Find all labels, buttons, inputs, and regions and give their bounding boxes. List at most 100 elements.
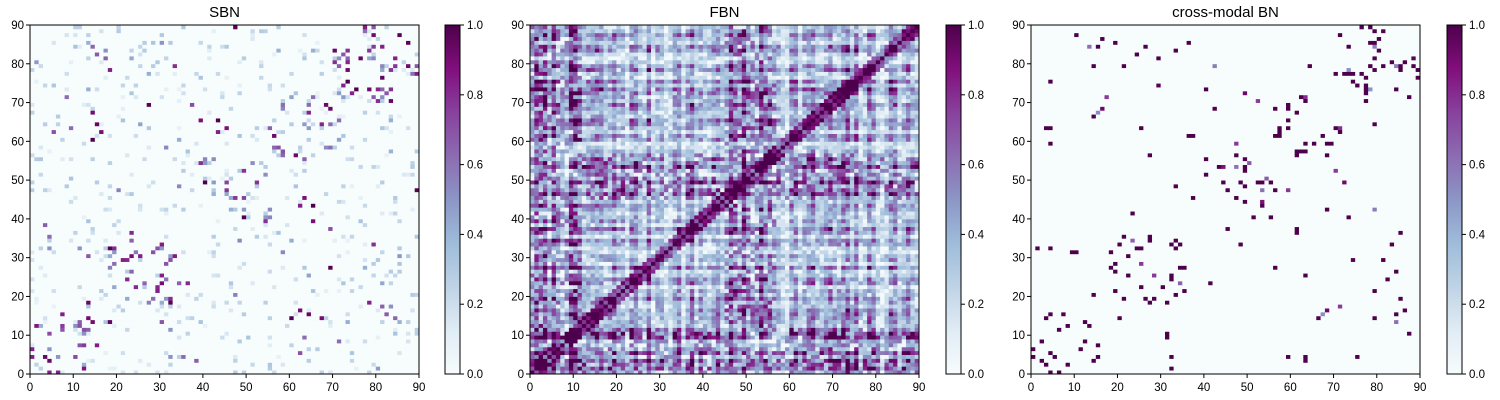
heatmap-cell bbox=[177, 285, 182, 289]
heatmap-cell bbox=[82, 320, 87, 324]
heatmap-cell bbox=[233, 351, 238, 355]
heatmap-cell bbox=[186, 265, 191, 269]
heatmap-cell bbox=[255, 172, 260, 176]
heatmap-cell bbox=[380, 324, 385, 328]
heatmap-cell bbox=[333, 207, 338, 211]
heatmap-cell bbox=[276, 262, 281, 266]
heatmap-cell bbox=[307, 188, 312, 192]
heatmap-cell bbox=[34, 265, 39, 269]
heatmap-cell bbox=[181, 192, 186, 196]
heatmap-cell bbox=[281, 196, 286, 200]
heatmap-cell bbox=[242, 293, 247, 297]
heatmap-cell bbox=[207, 358, 212, 362]
heatmap-cell bbox=[285, 176, 290, 180]
heatmap-cell bbox=[125, 192, 130, 196]
heatmap-cell bbox=[250, 320, 255, 324]
heatmap-cell bbox=[73, 196, 78, 200]
heatmap-cell bbox=[324, 200, 329, 204]
heatmap-cell bbox=[199, 234, 204, 238]
heatmap-cell bbox=[298, 203, 303, 207]
heatmap-cell bbox=[216, 343, 221, 347]
heatmap-cell bbox=[112, 358, 117, 362]
heatmap-cell bbox=[181, 265, 186, 269]
heatmap-cell bbox=[285, 168, 290, 172]
heatmap-cell bbox=[289, 343, 294, 347]
heatmap-cell bbox=[43, 308, 48, 312]
heatmap-cell bbox=[160, 300, 165, 304]
heatmap-cell bbox=[255, 277, 260, 281]
heatmap-cell bbox=[281, 231, 286, 235]
heatmap-cell bbox=[203, 207, 208, 211]
heatmap-cell bbox=[324, 215, 329, 219]
heatmap-cell bbox=[207, 304, 212, 308]
heatmap-cell bbox=[121, 335, 126, 339]
heatmap-cell bbox=[151, 211, 156, 215]
heatmap-cell bbox=[69, 215, 74, 219]
heatmap-cell bbox=[181, 362, 186, 366]
heatmap-cell bbox=[151, 366, 156, 370]
heatmap-cell bbox=[410, 285, 415, 289]
heatmap-cell bbox=[151, 304, 156, 308]
heatmap-cell bbox=[341, 316, 346, 320]
heatmap-cell bbox=[371, 168, 376, 172]
heatmap-cell bbox=[237, 200, 242, 204]
heatmap-cell bbox=[371, 258, 376, 262]
heatmap-cell bbox=[129, 176, 134, 180]
heatmap-cell bbox=[367, 351, 372, 355]
heatmap-cell bbox=[337, 242, 342, 246]
heatmap-cell bbox=[199, 312, 204, 316]
heatmap-cell bbox=[393, 223, 398, 227]
heatmap-cell bbox=[30, 238, 35, 242]
heatmap-cell bbox=[393, 207, 398, 211]
heatmap-cell bbox=[78, 320, 83, 324]
heatmap-cell bbox=[203, 343, 208, 347]
heatmap-cell bbox=[285, 207, 290, 211]
heatmap-cell bbox=[220, 289, 225, 293]
heatmap-cell bbox=[155, 293, 160, 297]
heatmap-cell bbox=[242, 273, 247, 277]
heatmap-cell bbox=[311, 300, 316, 304]
heatmap-cell bbox=[30, 316, 35, 320]
heatmap-cell bbox=[30, 176, 35, 180]
heatmap-cell bbox=[285, 215, 290, 219]
heatmap-cell bbox=[259, 331, 264, 335]
heatmap-cell bbox=[47, 366, 52, 370]
heatmap-cell bbox=[229, 196, 234, 200]
heatmap-cell bbox=[358, 312, 363, 316]
heatmap-cell bbox=[397, 242, 402, 246]
heatmap-cell bbox=[229, 250, 234, 254]
heatmap-cell bbox=[289, 362, 294, 366]
heatmap-cell bbox=[272, 335, 277, 339]
heatmap-cell bbox=[259, 304, 264, 308]
heatmap-cell bbox=[263, 184, 268, 188]
heatmap-cell bbox=[255, 308, 260, 312]
heatmap-cell bbox=[173, 207, 178, 211]
heatmap-cell bbox=[376, 343, 381, 347]
heatmap-cell bbox=[380, 312, 385, 316]
heatmap-cell bbox=[281, 246, 286, 250]
heatmap-cell bbox=[315, 316, 320, 320]
heatmap-cell bbox=[103, 355, 108, 359]
heatmap-cell bbox=[406, 358, 411, 362]
heatmap-cell bbox=[194, 192, 199, 196]
heatmap-cell bbox=[164, 184, 169, 188]
heatmap-cell bbox=[233, 188, 238, 192]
heatmap-cell bbox=[298, 293, 303, 297]
heatmap-cell bbox=[116, 234, 121, 238]
heatmap-cell bbox=[255, 242, 260, 246]
heatmap-cell bbox=[116, 335, 121, 339]
heatmap-cell bbox=[116, 362, 121, 366]
heatmap-cell bbox=[402, 343, 407, 347]
heatmap-cell bbox=[354, 200, 359, 204]
heatmap-cell bbox=[82, 176, 87, 180]
heatmap-cell bbox=[39, 293, 44, 297]
heatmap-cell bbox=[173, 324, 178, 328]
heatmap-cell bbox=[220, 196, 225, 200]
heatmap-cell bbox=[56, 200, 61, 204]
heatmap-cell bbox=[65, 227, 70, 231]
heatmap-cell bbox=[151, 308, 156, 312]
heatmap-cell bbox=[173, 316, 178, 320]
heatmap-cell bbox=[69, 358, 74, 362]
heatmap-cell bbox=[151, 165, 156, 169]
heatmap-cell bbox=[367, 200, 372, 204]
